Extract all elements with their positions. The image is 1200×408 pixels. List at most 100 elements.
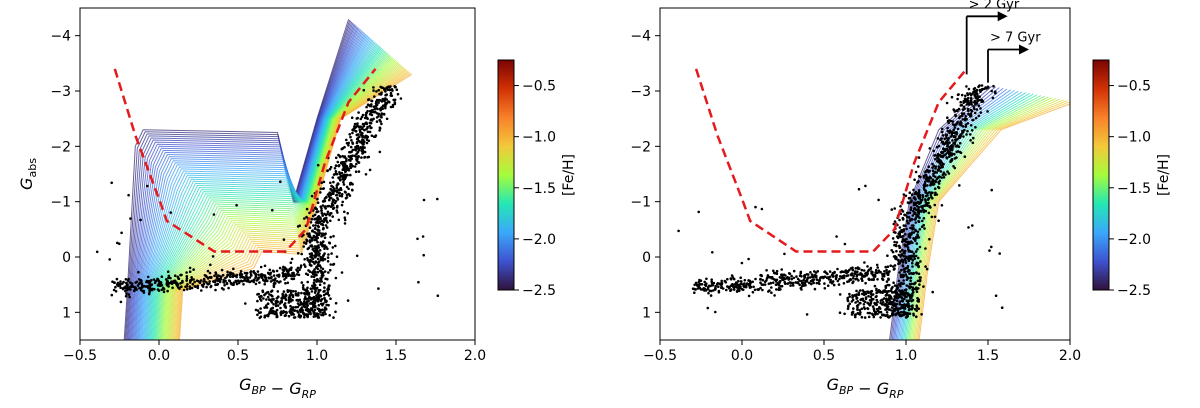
star-point [798, 274, 802, 278]
star-point [677, 229, 680, 233]
star-point [945, 156, 948, 159]
star-point [319, 266, 323, 269]
star-point [350, 150, 353, 153]
star-point [351, 128, 354, 132]
star-point [282, 290, 286, 293]
star-point [368, 124, 372, 128]
star-point [949, 144, 953, 148]
star-point [881, 301, 885, 304]
star-point [893, 240, 896, 244]
star-point [994, 91, 997, 95]
star-point [139, 280, 143, 284]
star-point [331, 176, 335, 179]
star-point [921, 194, 925, 197]
star-point [918, 283, 921, 286]
star-point [270, 301, 274, 304]
star-point [874, 295, 878, 299]
star-point [248, 276, 252, 279]
star-point [860, 315, 864, 319]
star-point [769, 281, 772, 285]
star-point [973, 87, 977, 90]
star-point [395, 88, 399, 91]
star-point [906, 266, 909, 270]
star-point [959, 115, 962, 118]
star-point [257, 276, 261, 280]
star-point [878, 307, 882, 310]
star-point [894, 257, 897, 260]
star-point [917, 205, 921, 209]
star-point [860, 277, 864, 280]
star-point [861, 289, 865, 292]
star-point [899, 292, 903, 296]
star-point [922, 285, 925, 288]
star-point [384, 106, 387, 110]
star-point [747, 294, 751, 298]
star-point [940, 140, 944, 144]
star-point [389, 91, 393, 95]
star-point [906, 221, 909, 225]
star-point [290, 257, 294, 261]
star-point [862, 299, 865, 303]
star-point [223, 283, 226, 287]
star-point [375, 103, 379, 107]
star-point [881, 298, 884, 302]
star-point [322, 180, 326, 184]
star-point [775, 272, 779, 276]
star-point [904, 295, 908, 298]
star-point [328, 167, 332, 171]
star-point [879, 270, 882, 274]
colorbar-tick-label: −2.5 [522, 283, 556, 299]
star-point [875, 307, 879, 311]
star-point [381, 86, 384, 89]
star-point [910, 231, 914, 234]
star-point [717, 289, 721, 293]
star-point [254, 276, 257, 280]
star-point [318, 295, 321, 298]
star-point [313, 279, 316, 282]
star-point [268, 268, 272, 272]
star-point [274, 304, 278, 308]
star-point [298, 308, 302, 312]
age-annotation: > 7 Gyr [987, 31, 1041, 83]
star-point [796, 277, 800, 281]
star-point [751, 290, 755, 294]
star-point [963, 107, 966, 110]
star-point [237, 281, 241, 285]
star-point [125, 281, 128, 285]
star-point [938, 153, 942, 157]
star-point [308, 260, 311, 264]
star-point [363, 116, 367, 120]
star-point [367, 98, 371, 101]
star-point [770, 291, 773, 295]
star-point [904, 255, 907, 258]
star-point [317, 210, 320, 213]
star-point [760, 283, 764, 286]
colorbar-tick-label: −1.0 [1117, 130, 1151, 146]
star-point [726, 277, 729, 281]
star-point [760, 207, 764, 211]
star-point [931, 169, 935, 172]
star-point [363, 128, 366, 132]
star-point [296, 305, 300, 309]
colorbar-gradient [497, 59, 515, 291]
star-point [306, 280, 310, 284]
star-point [891, 285, 894, 289]
star-point [339, 186, 343, 190]
x-axis-label: GBP − GRP [827, 375, 904, 401]
star-point [907, 255, 910, 258]
star-point [864, 292, 868, 296]
star-point [250, 279, 253, 283]
star-point [800, 279, 803, 283]
star-point [355, 158, 358, 161]
x-tick-label: 0.5 [813, 348, 835, 364]
star-point [119, 280, 122, 283]
star-point [188, 270, 192, 274]
star-point [298, 298, 302, 302]
star-point [972, 90, 975, 94]
star-point [393, 85, 397, 89]
star-point [780, 268, 783, 271]
star-point [316, 240, 319, 244]
star-point [958, 184, 961, 187]
star-point [421, 235, 425, 238]
star-point [308, 226, 312, 229]
